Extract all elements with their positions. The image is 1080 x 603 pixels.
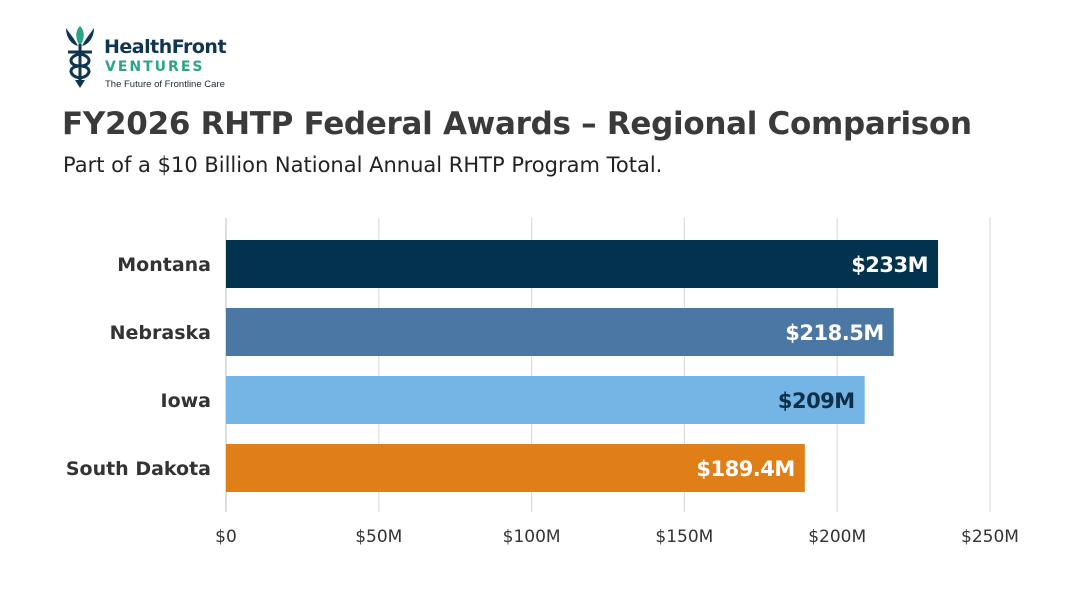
data-label: $233M — [851, 253, 928, 277]
category-label: Iowa — [161, 390, 212, 412]
logo-name: HealthFront — [104, 36, 227, 58]
chart-subtitle: Part of a $10 Billion National Annual RH… — [63, 153, 663, 177]
data-label: $218.5M — [785, 321, 883, 345]
x-tick-label: $50M — [355, 527, 402, 547]
category-label: Nebraska — [110, 322, 211, 344]
x-tick-label: $100M — [503, 527, 561, 547]
bar-nebraska — [226, 308, 894, 356]
logo-tagline: The Future of Frontline Care — [105, 79, 225, 90]
company-logo: HealthFront VENTURES The Future of Front… — [60, 24, 260, 94]
x-tick-label: $200M — [808, 527, 866, 547]
chart-title: FY2026 RHTP Federal Awards – Regional Co… — [62, 106, 972, 142]
caduceus-leaf-icon — [66, 26, 94, 88]
data-label: $189.4M — [696, 457, 794, 481]
data-label: $209M — [778, 389, 855, 413]
category-label: Montana — [117, 254, 211, 276]
x-tick-label: $150M — [655, 527, 713, 547]
x-tick-label: $250M — [961, 527, 1019, 547]
logo-sub: VENTURES — [105, 59, 205, 75]
x-tick-label: $0 — [215, 527, 237, 547]
bar-south-dakota — [226, 444, 805, 492]
bar-montana — [226, 240, 939, 288]
bar-iowa — [226, 376, 865, 424]
category-label: South Dakota — [66, 458, 211, 480]
